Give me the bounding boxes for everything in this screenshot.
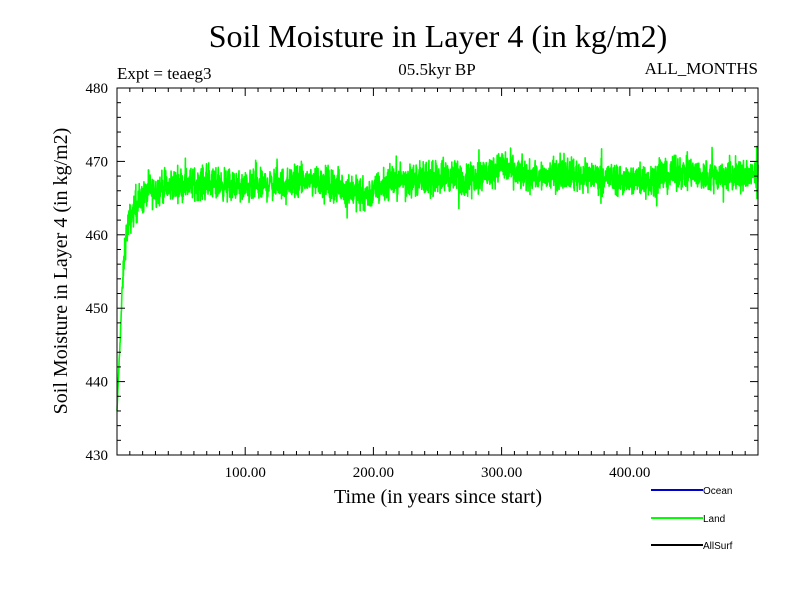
chart-title: Soil Moisture in Layer 4 (in kg/m2) bbox=[209, 18, 668, 54]
series-layer bbox=[116, 145, 759, 411]
x-tick-label: 200.00 bbox=[353, 465, 394, 481]
plot-frame bbox=[116, 87, 759, 456]
x-tick-label: 300.00 bbox=[481, 465, 522, 481]
experiment-label: Expt = teaeg3 bbox=[117, 64, 212, 83]
y-tick-label: 480 bbox=[86, 81, 109, 97]
x-tick-label: 400.00 bbox=[609, 465, 650, 481]
y-tick-label: 440 bbox=[86, 375, 109, 391]
y-tick-label: 450 bbox=[86, 301, 109, 317]
chart-subtitle: 05.5kyr BP bbox=[398, 60, 475, 79]
legend: Ocean Land AllSurf bbox=[651, 486, 733, 552]
x-tick-label: 100.00 bbox=[225, 465, 266, 481]
y-tick-label: 430 bbox=[86, 448, 109, 464]
legend-label-ocean: Ocean bbox=[703, 486, 732, 497]
legend-label-allsurf: AllSurf bbox=[703, 541, 733, 552]
legend-label-land: Land bbox=[703, 514, 725, 525]
series-line-land bbox=[116, 145, 759, 411]
x-axis-label: Time (in years since start) bbox=[334, 486, 542, 508]
plot-background bbox=[117, 88, 758, 455]
period-label: ALL_MONTHS bbox=[645, 59, 758, 78]
y-tick-label: 470 bbox=[86, 154, 109, 170]
tick-layer: 430 440 450 460 470 480 100.00 200.00 300.00 400.… bbox=[86, 81, 758, 481]
y-axis-label: Soil Moisture in Layer 4 (in kg/m2) bbox=[50, 128, 72, 415]
y-tick-label: 460 bbox=[86, 228, 109, 244]
